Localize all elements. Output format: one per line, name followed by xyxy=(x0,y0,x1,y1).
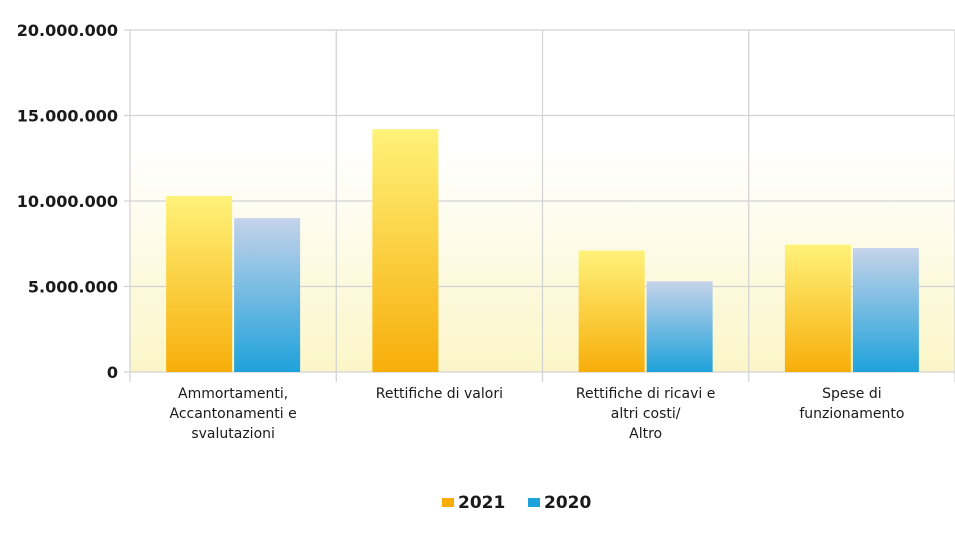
y-tick-label: 5.000.000 xyxy=(28,278,118,297)
bar-2021-0 xyxy=(166,195,233,372)
legend-label-2020: 2020 xyxy=(544,493,591,513)
x-tick-label: Rettifiche di valori xyxy=(376,386,503,402)
bar-2021-3 xyxy=(784,244,851,372)
legend-swatch-2021 xyxy=(442,498,454,507)
bar-2020-3 xyxy=(852,248,919,372)
legend-swatch-2020 xyxy=(528,498,540,507)
y-tick-label: 20.000.000 xyxy=(17,21,118,40)
bar-2020-0 xyxy=(234,218,301,372)
y-tick-label: 15.000.000 xyxy=(17,107,118,126)
x-tick-label: Ammortamenti, Accantonamenti e svalutazion… xyxy=(169,386,296,442)
x-tick-label: Rettifiche di ricavi e altri costi/Altro xyxy=(576,386,715,442)
legend-label-2021: 2021 xyxy=(458,493,505,513)
y-tick-label: 0 xyxy=(107,363,118,382)
x-tick-label: Spese di funzionamento xyxy=(799,386,904,422)
bar-2021-2 xyxy=(578,250,645,372)
y-tick-label: 10.000.000 xyxy=(17,192,118,211)
bar-2021-1 xyxy=(372,129,439,372)
bar-2020-2 xyxy=(646,281,713,372)
